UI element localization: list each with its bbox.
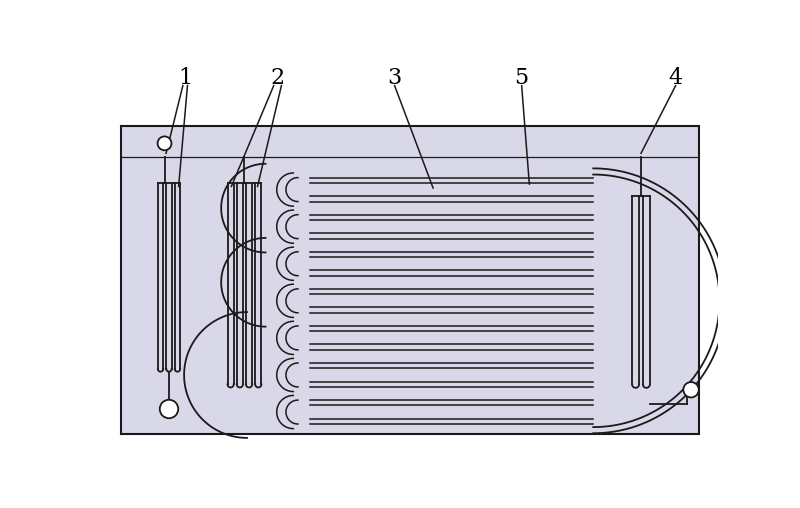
Circle shape [683, 382, 698, 397]
Text: 3: 3 [387, 67, 402, 89]
Bar [122, 126, 698, 434]
Text: 4: 4 [669, 67, 682, 89]
Circle shape [158, 137, 171, 150]
Text: 5: 5 [514, 67, 529, 89]
Circle shape [160, 400, 178, 418]
Text: 2: 2 [270, 67, 285, 89]
Text: 1: 1 [178, 67, 192, 89]
